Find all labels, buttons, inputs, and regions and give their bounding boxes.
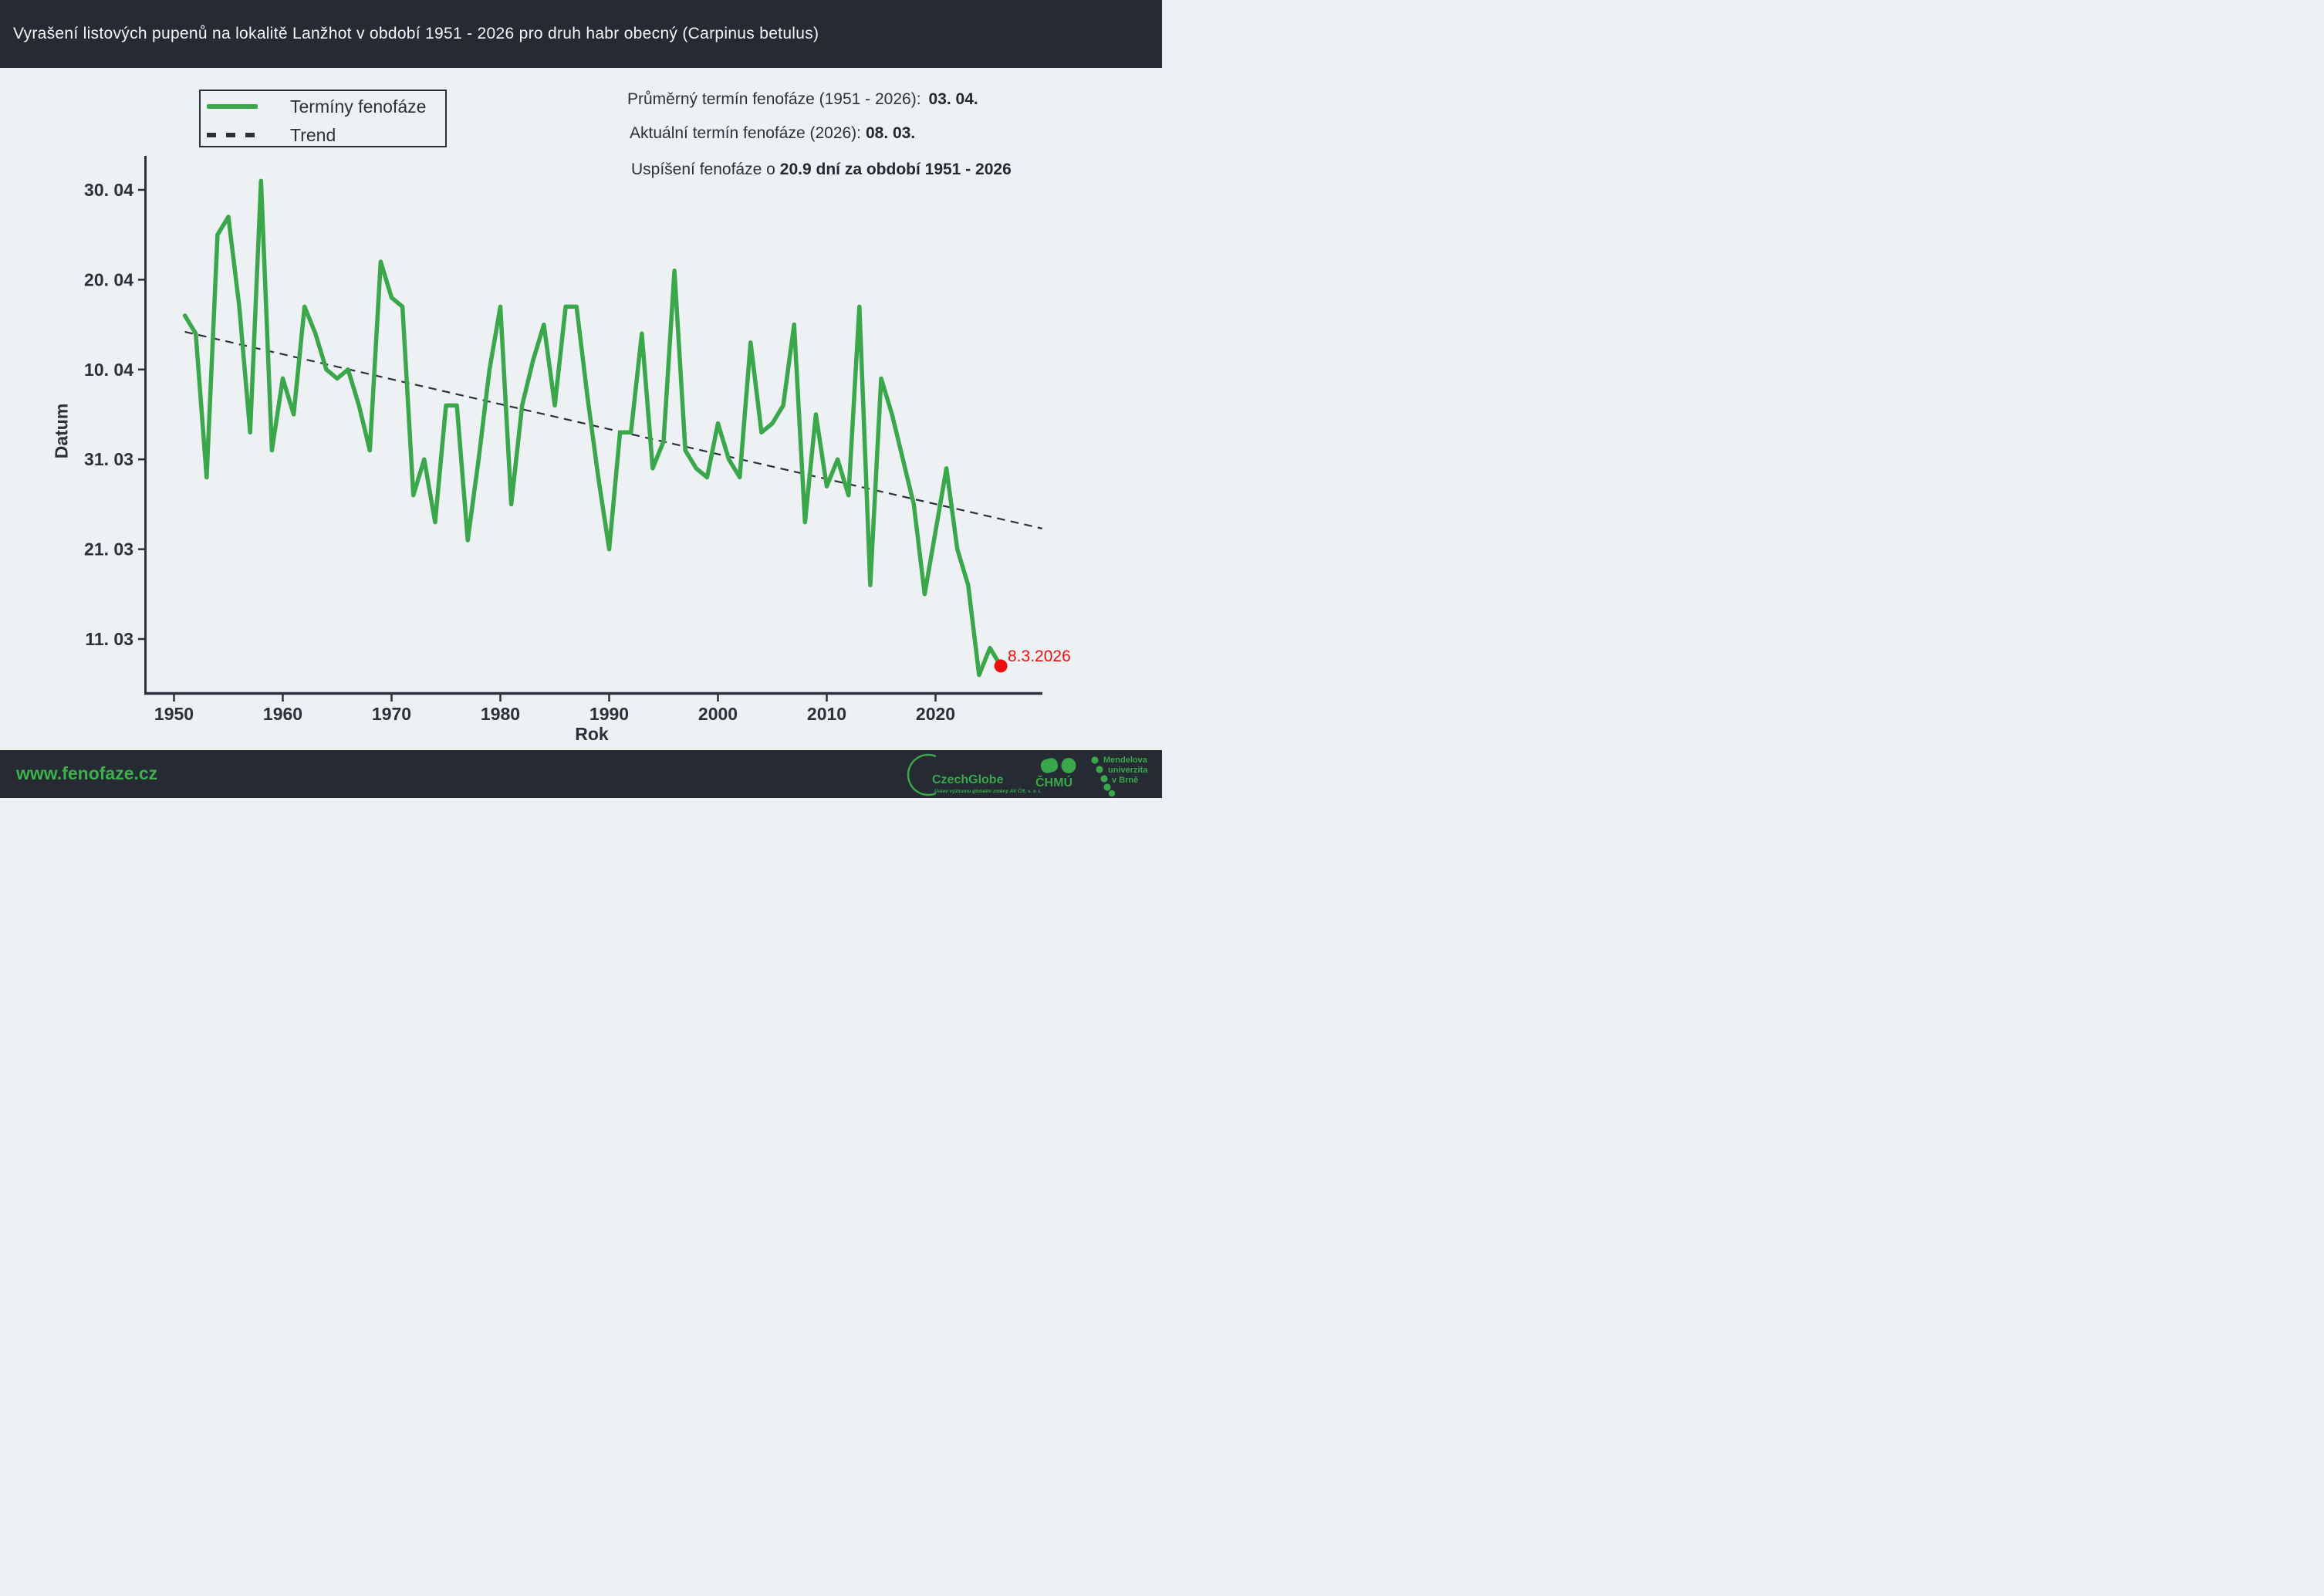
czechglobe-logo-subtitle: Ústav výzkumu globální změny AV ČR, v. v… xyxy=(934,789,1042,794)
phenology-line-chart: 30. 04 20. 04 10. 04 31. 03 21. 03 11. 03 1950… xyxy=(84,156,1042,724)
footer-logos-graphics xyxy=(907,753,1116,797)
stat-current-date: Aktuální termín fenofáze (2026): 08. 03. xyxy=(630,124,915,143)
czechglobe-logo-name: CzechGlobe xyxy=(932,773,1004,786)
stat-advance-value: 20.9 dní za období 1951 - 2026 xyxy=(779,161,1012,178)
chmu-blob-left-icon xyxy=(1040,758,1059,773)
x-tick-label: 1970 xyxy=(372,704,411,724)
mendelu-logo-line2: univerzita xyxy=(1108,766,1148,775)
x-axis-title: Rok xyxy=(575,724,609,744)
last-point-marker xyxy=(994,659,1008,673)
series-line xyxy=(182,178,1003,678)
y-tick-label: 30. 04 xyxy=(84,180,133,200)
x-tick-label: 2000 xyxy=(698,704,738,724)
y-tick-label: 20. 04 xyxy=(84,269,133,289)
website-link: www.fenofaze.cz xyxy=(16,763,158,783)
phenology-report-page: Vyrašení listových pupenů na lokalitě La… xyxy=(0,0,1162,798)
y-tick-label: 10. 04 xyxy=(84,360,133,380)
trend-dash-swatch-icon xyxy=(207,133,258,137)
y-tick-label: 21. 03 xyxy=(84,539,133,560)
page-title: Vyrašení listových pupenů na lokalitě La… xyxy=(13,25,819,42)
stat-advance: Uspíšení fenofáze o 20.9 dní za období 19… xyxy=(631,161,1012,179)
y-tick-label: 11. 03 xyxy=(85,629,133,649)
stat-average-value: 03. 04. xyxy=(928,90,978,108)
stat-advance-label: Uspíšení fenofáze o xyxy=(631,161,775,178)
czechglobe-arc-icon xyxy=(907,753,937,796)
header-bar: Vyrašení listových pupenů na lokalitě La… xyxy=(0,0,1162,68)
footer-bar: www.fenofaze.cz CzechGlobe Ústav výzkumu… xyxy=(0,750,1162,798)
x-tick-label: 1980 xyxy=(481,704,520,724)
legend-row-series: Termíny fenofáze xyxy=(201,95,445,118)
x-tick-label: 1990 xyxy=(589,704,629,724)
stat-current-label: Aktuální termín fenofáze (2026): xyxy=(630,124,861,142)
last-point-annotation: 8.3.2026 xyxy=(1008,648,1071,665)
chmu-logo-name: ČHMÚ xyxy=(1035,776,1072,790)
series-line-swatch-icon xyxy=(207,104,258,109)
x-tick-label: 2020 xyxy=(916,704,955,724)
stat-average-label: Průměrný termín fenofáze (1951 - 2026): xyxy=(627,90,921,108)
legend-series-label: Termíny fenofáze xyxy=(290,96,427,117)
x-tick-label: 2010 xyxy=(807,704,846,724)
stat-average-date: Průměrný termín fenofáze (1951 - 2026): 0… xyxy=(627,90,978,109)
chart-legend: Termíny fenofáze Trend xyxy=(199,90,447,147)
legend-row-trend: Trend xyxy=(201,123,445,147)
trend-line xyxy=(184,330,1042,529)
chmu-blob-right-icon xyxy=(1061,758,1076,773)
y-axis-title: Datum xyxy=(51,403,72,459)
stat-current-value: 08. 03. xyxy=(866,124,916,142)
x-tick-label: 1960 xyxy=(263,704,302,724)
x-tick-label: 1950 xyxy=(154,704,194,724)
mendelu-logo-line3: v Brně xyxy=(1112,776,1139,785)
mendelu-dots-arc-icon xyxy=(1091,756,1116,797)
mendelu-logo-line1: Mendelova xyxy=(1103,756,1147,765)
y-tick-label: 31. 03 xyxy=(84,449,133,469)
legend-trend-label: Trend xyxy=(290,124,336,145)
